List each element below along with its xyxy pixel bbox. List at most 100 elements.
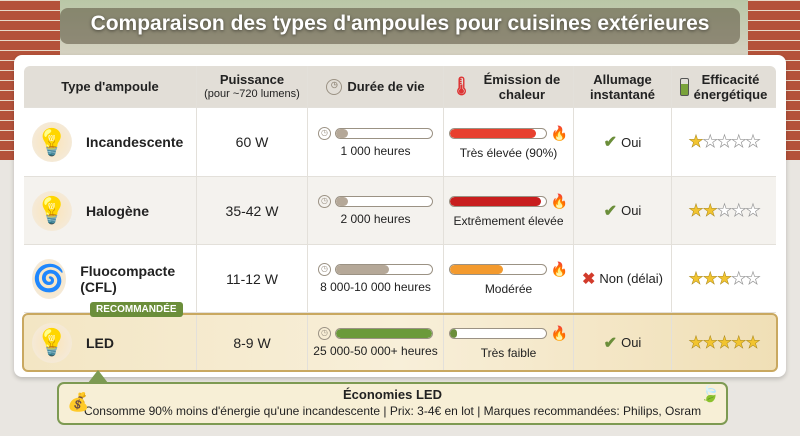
life-cell: ◷ 2 000 heures [308, 177, 444, 244]
table-row: 🌀 Fluocompacte (CFL) 11-12 W ◷ 8 000-10 00… [24, 245, 776, 313]
star-icon: ★ [688, 332, 704, 352]
clock-icon: ◷ [318, 263, 331, 276]
star-icon: ★ [702, 132, 718, 152]
life-bar [335, 328, 433, 339]
power-value: 8-9 W [233, 334, 271, 351]
star-icon: ★ [745, 200, 761, 220]
heat-bar [448, 196, 547, 207]
efficiency-cell: ★★★★★ [672, 177, 776, 244]
star-icon: ★ [716, 132, 733, 152]
star-icon: ★ [716, 200, 733, 220]
star-icon: ★ [716, 268, 733, 288]
check-icon: ✔ [603, 134, 618, 151]
type-cell: 💡 LED [24, 315, 197, 370]
power-value: 11-12 W [226, 270, 278, 287]
flame-icon: 🔥 [550, 124, 569, 141]
life-value: 8 000-10 000 heures [320, 280, 431, 294]
type-cell: 💡 Incandescente [24, 108, 197, 176]
star-rating: ★★★★★ [688, 132, 761, 152]
instant-cell: ✖ Non (délai) [574, 245, 672, 312]
cross-icon: ✖ [582, 270, 596, 288]
table-header: Type d'ampoule Puissance (pour ~720 lumen… [24, 66, 776, 108]
type-cell: 🌀 Fluocompacte (CFL) [24, 245, 197, 312]
star-icon: ★ [745, 332, 761, 352]
star-icon: ★ [688, 268, 704, 288]
table-row: RECOMMANDÉE 💡 LED 8-9 W ◷ 25 000-50 000+ h… [22, 302, 778, 372]
star-rating: ★★★★★ [688, 332, 761, 353]
heat-value: Très élevée (90%) [459, 145, 558, 160]
instant-cell: ✔ Oui [574, 177, 672, 244]
battery-icon [679, 77, 689, 96]
callout-text: Consomme 90% moins d'énergie qu'une inca… [83, 404, 702, 418]
power-cell: 11-12 W [197, 245, 308, 312]
heat-value: Modérée [484, 282, 533, 296]
life-bar-fill [336, 197, 348, 206]
bulb-name: Halogène [86, 202, 150, 219]
life-bar-fill [336, 329, 432, 338]
efficiency-cell: ★★★★★ [672, 108, 776, 176]
star-icon: ★ [731, 268, 747, 288]
heat-cell: 🔥 Modérée [444, 245, 574, 312]
comparison-table: Type d'ampoule Puissance (pour ~720 lumen… [22, 66, 778, 372]
title-band [60, 8, 740, 44]
callout-pointer [88, 370, 108, 383]
callout-title: Économies LED [343, 387, 442, 402]
heat-cell: 🔥 Très faible [444, 315, 574, 370]
thermometer-icon: 🌡 [450, 76, 473, 96]
bulb-icon: 💡 [32, 122, 72, 162]
leaf-icon: 🍃 [700, 386, 720, 403]
power-cell: 35-42 W [197, 177, 308, 244]
life-bar [335, 196, 433, 207]
check-icon: ✔ [603, 334, 618, 352]
star-icon: ★ [745, 268, 761, 288]
power-cell: 8-9 W [197, 315, 308, 370]
table-row: 💡 Incandescente 60 W ◷ 1 000 heures 🔥 Très … [24, 108, 776, 177]
power-value: 35-42 W [225, 202, 279, 219]
flame-icon: 🔥 [550, 193, 569, 209]
heat-bar [448, 328, 547, 339]
page-title: Comparaison des types d'ampoules pour cu… [90, 12, 710, 35]
bulb-icon: 💡 [32, 322, 72, 363]
star-icon: ★ [731, 332, 747, 352]
power-cell: 60 W [197, 108, 308, 176]
life-cell: ◷ 8 000-10 000 heures [308, 245, 444, 312]
star-icon: ★ [702, 200, 718, 220]
heat-bar-fill [449, 265, 503, 274]
header-life-label: Durée de vie [347, 79, 425, 94]
star-rating: ★★★★★ [688, 268, 761, 289]
clock-icon: ◷ [318, 126, 331, 140]
clock-icon: ◷ [318, 195, 331, 208]
bulb-icon: 💡 [32, 190, 72, 231]
heat-bar-fill [449, 197, 541, 206]
header-life: ◷ Durée de vie [308, 66, 444, 107]
life-bar-fill [336, 128, 348, 138]
header-power: Puissance (pour ~720 lumens) [197, 66, 308, 107]
header-efficiency-label: Efficacité énergétique [693, 71, 768, 102]
header-heat: 🌡 Émission de chaleur [444, 66, 574, 107]
efficiency-cell: ★★★★★ [672, 245, 776, 312]
star-icon: ★ [716, 332, 733, 352]
heat-bar [448, 264, 547, 275]
instant-cell: ✔ Oui [574, 108, 672, 176]
header-efficiency: Efficacité énergétique [672, 66, 776, 107]
star-icon: ★ [731, 132, 747, 152]
star-icon: ★ [688, 200, 704, 220]
header-power-label: Puissance [219, 71, 285, 87]
heat-bar-fill [449, 329, 458, 338]
header-instant-label: Allumage instantané [589, 71, 655, 102]
life-bar [335, 264, 433, 275]
instant-value: Non (délai) [599, 271, 663, 286]
life-value: 2 000 heures [340, 212, 411, 226]
life-cell: ◷ 25 000-50 000+ heures [308, 315, 444, 370]
heat-bar-fill [449, 128, 537, 138]
life-value: 25 000-50 000+ heures [313, 344, 438, 358]
heat-value: Très faible [480, 346, 537, 360]
heat-cell: 🔥 Extrêmement élevée [444, 177, 574, 244]
header-heat-label: Émission de chaleur [483, 71, 561, 102]
recommended-badge: RECOMMANDÉE [90, 302, 183, 317]
money-bag-icon: 💰 [67, 392, 90, 412]
check-icon: ✔ [603, 202, 618, 220]
bulb-name: LED [86, 334, 114, 351]
life-cell: ◷ 1 000 heures [308, 108, 444, 176]
star-icon: ★ [702, 268, 718, 288]
